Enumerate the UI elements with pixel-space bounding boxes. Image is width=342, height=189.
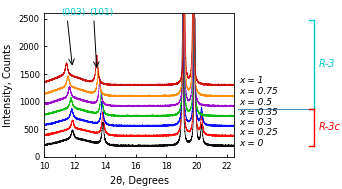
- Text: x = 0: x = 0: [240, 139, 264, 148]
- Text: x = 0.25: x = 0.25: [240, 128, 278, 137]
- Text: x = 1: x = 1: [240, 76, 264, 85]
- Text: x = 0.35: x = 0.35: [240, 108, 278, 117]
- Text: x = 0.3: x = 0.3: [240, 118, 273, 127]
- Text: (101): (101): [89, 9, 114, 17]
- Text: R-3c: R-3c: [319, 122, 341, 132]
- Text: (003): (003): [61, 9, 86, 17]
- X-axis label: 2θ, Degrees: 2θ, Degrees: [110, 176, 169, 186]
- Text: x = 0.5: x = 0.5: [240, 98, 273, 107]
- Text: x = 0.75: x = 0.75: [240, 87, 278, 96]
- Y-axis label: Intensity, Counts: Intensity, Counts: [3, 43, 13, 127]
- Text: R-3: R-3: [319, 59, 336, 69]
